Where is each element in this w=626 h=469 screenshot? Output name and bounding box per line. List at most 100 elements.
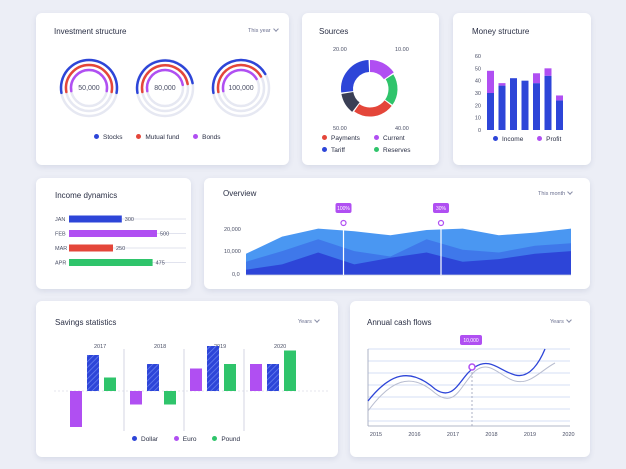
- legend-label: Income: [502, 136, 524, 143]
- y-tick-label: 20: [475, 103, 481, 109]
- donut-segment: [341, 91, 360, 112]
- legend-item-dollar: Dollar: [132, 435, 158, 443]
- sources-card: Sources 20.00 10.00 50.00 40.00 Payments…: [302, 13, 439, 165]
- legend-label: Euro: [182, 436, 197, 443]
- y-tick-label: 60: [475, 54, 481, 60]
- income-bar: [69, 244, 113, 252]
- cashflow-chart: 10,000 2015 2016 2017 2018 2019 2020: [367, 335, 575, 438]
- legend-item-euro: Euro: [173, 435, 197, 443]
- chevron-down-icon: [314, 317, 320, 323]
- legend-label: Dollar: [141, 436, 158, 443]
- sources-donut: 20.00 10.00 50.00 40.00: [333, 47, 409, 132]
- legend-label: Payments: [331, 135, 360, 142]
- dollar-dot-icon: [132, 435, 137, 441]
- income-chart: JAN 300 FEB 500 MAR 250 APR 475: [55, 215, 186, 267]
- savings-title: Savings statistics: [55, 318, 117, 327]
- cashflow-secondary-line: [367, 362, 556, 412]
- donut-segment: [384, 74, 398, 105]
- bonds-dot-icon: [193, 133, 199, 139]
- overview-chart: 20,000 10,000 0,0 100% 30%: [224, 203, 571, 278]
- savings-bar: [87, 355, 99, 391]
- ring-arc: [221, 68, 258, 93]
- income-bar: [510, 78, 517, 130]
- overview-period-label: This month: [538, 191, 566, 197]
- marker-badge: [335, 203, 352, 213]
- ring-arc: [135, 59, 194, 95]
- donut-segment: [341, 60, 370, 93]
- reserves-dot-icon: [374, 146, 379, 152]
- legend-item-profit: Profit: [537, 135, 562, 143]
- savings-bar: [190, 368, 202, 391]
- donut-value: 100,000: [228, 85, 253, 92]
- savings-bar: [130, 391, 142, 405]
- marker-badge: [460, 335, 482, 345]
- sources-legend: Payments Current Tariff Reserves: [322, 133, 410, 157]
- year-label: 2019: [214, 344, 226, 350]
- bar-value: 500: [160, 232, 169, 238]
- investment-donuts: 50,000 80,000 100,000: [59, 58, 271, 118]
- chevron-down-icon: [272, 26, 279, 32]
- bar-value: 250: [116, 246, 125, 252]
- x-tick-label: 2019: [524, 432, 536, 438]
- profit-bar: [498, 83, 506, 86]
- y-tick-label: 10: [475, 116, 481, 122]
- tariff-dot-icon: [322, 146, 327, 152]
- marker-label: 10,000: [463, 338, 479, 344]
- overview-title: Overview: [223, 189, 257, 198]
- pound-dot-icon: [212, 435, 218, 441]
- income-bar: [69, 215, 122, 223]
- income-bar: [69, 259, 153, 266]
- x-tick-label: 2015: [370, 432, 382, 438]
- ring-arc: [140, 63, 189, 94]
- mutual-fund-dot-icon: [136, 133, 142, 139]
- profit-bar: [544, 68, 552, 76]
- money-card: Money structure 60 50 40 30 20 10 0 Income Pro…: [453, 13, 591, 165]
- y-tick-label: 30: [475, 91, 481, 97]
- savings-period-dropdown[interactable]: Years: [298, 317, 320, 325]
- marker-dot: [468, 363, 476, 371]
- savings-card: Savings statistics Years 2017 2018 2019 202…: [36, 301, 338, 457]
- profit-dot-icon: [537, 135, 543, 141]
- money-legend: Income Profit: [493, 135, 562, 143]
- ring-arc: [59, 58, 119, 95]
- month-label: APR: [55, 261, 66, 267]
- marker-label: 100%: [337, 206, 350, 212]
- legend-label: Mutual fund: [145, 134, 180, 141]
- legend-label: Current: [383, 135, 405, 142]
- legend-label: Profit: [546, 136, 562, 143]
- month-label: MAR: [55, 246, 67, 252]
- chevron-down-icon: [567, 189, 574, 195]
- income-card: Income dynamics JAN 300 FEB 500 MAR 250 APR 475: [36, 178, 191, 289]
- legend-item-payments: Payments: [322, 133, 374, 145]
- cashflow-period-label: Years: [550, 319, 564, 325]
- donut-segment: [369, 60, 394, 80]
- y-tick-label: 50: [475, 66, 481, 72]
- payments-dot-icon: [322, 134, 327, 140]
- investment-period-label: This year: [248, 28, 271, 34]
- legend-item-tariff: Tariff: [322, 145, 374, 157]
- cashflow-card: Annual cash flows Years 10,000 2015 2016 2…: [350, 301, 590, 457]
- overview-area: [246, 251, 571, 275]
- x-tick-label: 2018: [485, 432, 497, 438]
- income-bar: [498, 85, 506, 130]
- income-title: Income dynamics: [55, 191, 118, 200]
- ring-arc: [216, 63, 263, 94]
- legend-item-current: Current: [374, 134, 405, 142]
- y-tick-label: 0: [478, 128, 481, 134]
- overview-period-dropdown[interactable]: This month: [538, 189, 574, 197]
- marker-badge: [433, 203, 449, 213]
- money-chart: 60 50 40 30 20 10 0: [475, 54, 563, 134]
- savings-bar: [164, 391, 176, 405]
- money-title: Money structure: [472, 27, 530, 36]
- year-label: 2020: [274, 344, 286, 350]
- sources-title: Sources: [319, 27, 349, 36]
- sources-label: 40.00: [395, 126, 409, 132]
- cashflow-period-dropdown[interactable]: Years: [550, 317, 572, 325]
- investment-card: Investment structure This year 50,000 80,…: [36, 13, 289, 165]
- sources-label: 10.00: [395, 47, 409, 53]
- investment-period-dropdown[interactable]: This year: [248, 26, 279, 34]
- savings-bar: [250, 364, 262, 391]
- income-dot-icon: [493, 135, 498, 141]
- y-tick-label: 0,0: [232, 272, 240, 278]
- investment-title: Investment structure: [54, 27, 127, 36]
